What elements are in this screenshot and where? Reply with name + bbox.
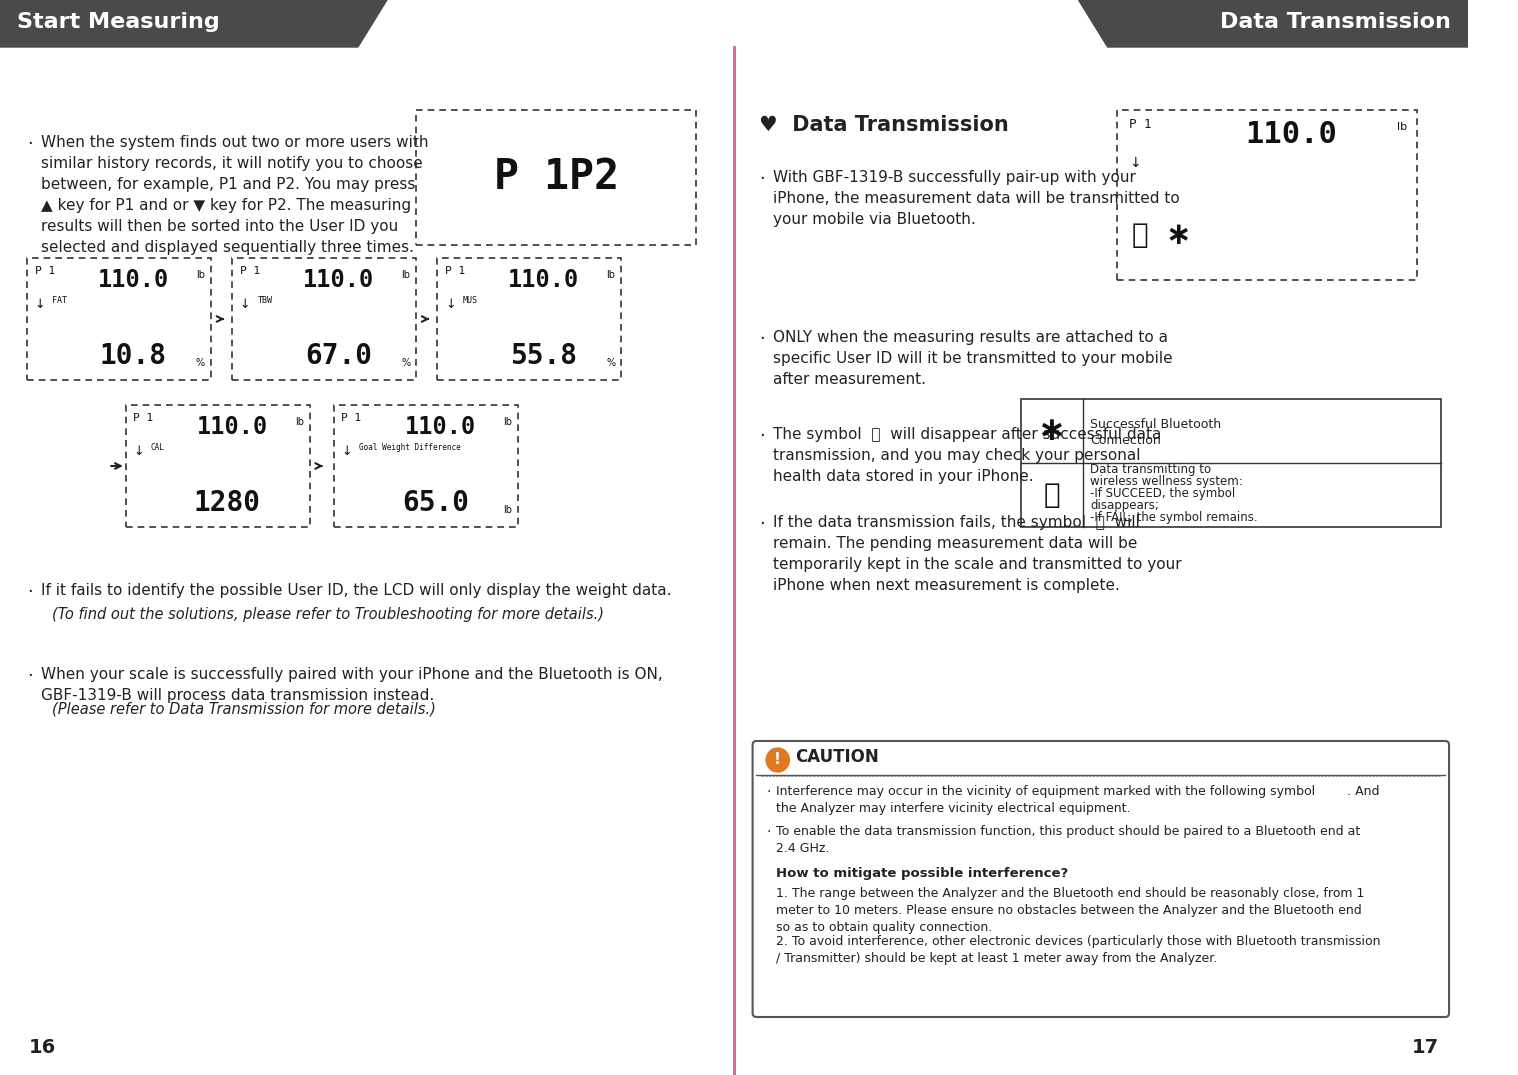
Text: -If FAIL, the symbol remains.: -If FAIL, the symbol remains. <box>1090 511 1258 524</box>
Text: lb: lb <box>606 270 615 280</box>
FancyBboxPatch shape <box>232 258 416 379</box>
FancyBboxPatch shape <box>334 405 518 527</box>
Text: ♥  Data Transmission: ♥ Data Transmission <box>759 115 1009 135</box>
Text: 65.0: 65.0 <box>402 489 469 517</box>
Text: Start Measuring: Start Measuring <box>17 12 220 32</box>
Text: ⎕: ⎕ <box>1132 221 1149 249</box>
Text: The symbol  ⎕  will disappear after successful data
transmission, and you may ch: The symbol ⎕ will disappear after succes… <box>773 427 1161 484</box>
Polygon shape <box>1079 0 1468 47</box>
Text: P 1P2: P 1P2 <box>493 156 619 198</box>
Text: (To find out the solutions, please refer to Troubleshooting for more details.): (To find out the solutions, please refer… <box>52 607 604 622</box>
Text: lb: lb <box>401 270 410 280</box>
Text: 110.0: 110.0 <box>196 415 267 439</box>
Text: ∗: ∗ <box>1037 415 1066 447</box>
Text: ↓: ↓ <box>1129 156 1140 170</box>
Text: P 1: P 1 <box>240 266 260 276</box>
Text: lb: lb <box>294 417 304 427</box>
Text: ∗: ∗ <box>1166 220 1192 249</box>
Text: ONLY when the measuring results are attached to a
specific User ID will it be tr: ONLY when the measuring results are atta… <box>773 330 1172 387</box>
Text: ↓: ↓ <box>445 298 455 311</box>
Text: 110.0: 110.0 <box>304 268 375 292</box>
Text: P 1: P 1 <box>445 266 465 276</box>
Text: Successful Bluetooth: Successful Bluetooth <box>1090 417 1222 430</box>
Text: %: % <box>196 358 205 368</box>
Text: ·: · <box>759 427 765 445</box>
Text: ⎕: ⎕ <box>1043 481 1060 508</box>
Text: ·: · <box>767 825 771 838</box>
Text: CAL: CAL <box>150 443 165 452</box>
Text: CAUTION: CAUTION <box>795 748 879 766</box>
Text: lb: lb <box>1398 121 1407 132</box>
Circle shape <box>767 748 789 772</box>
FancyBboxPatch shape <box>126 405 310 527</box>
Text: P 1: P 1 <box>134 413 153 422</box>
Text: wireless wellness system:: wireless wellness system: <box>1090 474 1243 487</box>
FancyBboxPatch shape <box>27 258 211 379</box>
Text: 10.8: 10.8 <box>100 342 167 370</box>
Text: 1. The range between the Analyzer and the Bluetooth end should be reasonably clo: 1. The range between the Analyzer and th… <box>776 887 1365 934</box>
Text: !: ! <box>774 752 782 768</box>
Text: lb: lb <box>196 270 205 280</box>
Text: ↓: ↓ <box>342 445 352 458</box>
Text: ↓: ↓ <box>240 298 250 311</box>
Text: 110.0: 110.0 <box>1245 120 1337 149</box>
Text: To enable the data transmission function, this product should be paired to a Blu: To enable the data transmission function… <box>776 825 1360 855</box>
Text: ↓: ↓ <box>134 445 144 458</box>
Text: 110.0: 110.0 <box>509 268 580 292</box>
Text: How to mitigate possible interference?: How to mitigate possible interference? <box>776 868 1069 880</box>
Text: When the system finds out two or more users with
similar history records, it wil: When the system finds out two or more us… <box>41 135 428 255</box>
Text: Goal Weight Difference: Goal Weight Difference <box>358 443 460 452</box>
Text: 110.0: 110.0 <box>404 415 475 439</box>
Text: ·: · <box>27 666 33 685</box>
Text: lb: lb <box>502 417 512 427</box>
Text: 1280: 1280 <box>194 489 261 517</box>
Text: With GBF-1319-B successfully pair-up with your
iPhone, the measurement data will: With GBF-1319-B successfully pair-up wit… <box>773 170 1179 227</box>
Text: (Please refer to Data Transmission for more details.): (Please refer to Data Transmission for m… <box>52 701 436 716</box>
Text: Connection: Connection <box>1090 433 1161 446</box>
Text: 67.0: 67.0 <box>305 342 372 370</box>
Text: Data Transmission: Data Transmission <box>1220 12 1451 32</box>
Text: ·: · <box>759 515 765 533</box>
FancyBboxPatch shape <box>753 741 1450 1017</box>
Text: %: % <box>401 358 410 368</box>
Text: Interference may occur in the vicinity of equipment marked with the following sy: Interference may occur in the vicinity o… <box>776 785 1380 815</box>
FancyBboxPatch shape <box>416 110 697 245</box>
Text: 110.0: 110.0 <box>97 268 168 292</box>
Text: ·: · <box>27 135 33 153</box>
Text: ·: · <box>27 583 33 601</box>
Text: P 1: P 1 <box>35 266 55 276</box>
Text: 55.8: 55.8 <box>510 342 577 370</box>
Text: 2. To avoid interference, other electronic devices (particularly those with Blue: 2. To avoid interference, other electron… <box>776 935 1380 965</box>
Text: ·: · <box>759 170 765 188</box>
Text: If the data transmission fails, the symbol  ⎕  will
remain. The pending measurem: If the data transmission fails, the symb… <box>773 515 1181 593</box>
Text: When your scale is successfully paired with your iPhone and the Bluetooth is ON,: When your scale is successfully paired w… <box>41 666 662 703</box>
Text: P 1: P 1 <box>1129 118 1151 131</box>
Text: If it fails to identify the possible User ID, the LCD will only display the weig: If it fails to identify the possible Use… <box>41 583 671 598</box>
Text: 17: 17 <box>1412 1038 1439 1057</box>
Text: -If SUCCEED, the symbol: -If SUCCEED, the symbol <box>1090 487 1236 500</box>
FancyBboxPatch shape <box>1117 110 1418 280</box>
Text: 16: 16 <box>29 1038 56 1057</box>
Text: ·: · <box>759 330 765 348</box>
Text: %: % <box>606 358 615 368</box>
Polygon shape <box>0 0 387 47</box>
FancyBboxPatch shape <box>437 258 621 379</box>
Text: TBW: TBW <box>258 296 272 305</box>
Bar <box>1020 399 1441 527</box>
Text: P 1: P 1 <box>342 413 361 422</box>
Text: disappears;: disappears; <box>1090 499 1160 512</box>
Text: lb: lb <box>502 505 512 515</box>
Text: ·: · <box>767 785 771 799</box>
Text: ↓: ↓ <box>35 298 46 311</box>
Text: Data transmitting to: Data transmitting to <box>1090 462 1211 475</box>
Text: MUS: MUS <box>463 296 477 305</box>
Text: FAT: FAT <box>52 296 67 305</box>
